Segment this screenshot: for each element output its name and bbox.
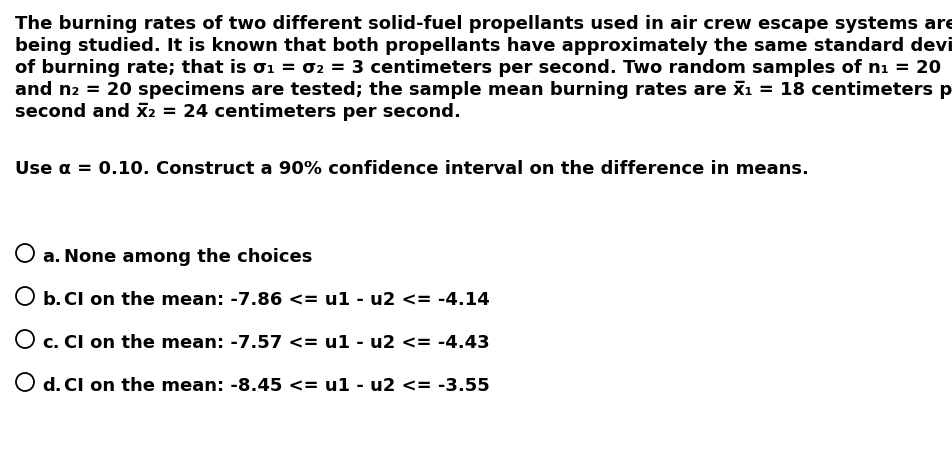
Text: The burning rates of two different solid-fuel propellants used in air crew escap: The burning rates of two different solid…	[15, 15, 952, 33]
Text: a.: a.	[42, 248, 61, 266]
Text: being studied. It is known that both propellants have approximately the same sta: being studied. It is known that both pro…	[15, 37, 952, 55]
Text: CI on the mean: -7.86 <= u1 - u2 <= -4.14: CI on the mean: -7.86 <= u1 - u2 <= -4.1…	[64, 291, 489, 309]
Text: b.: b.	[42, 291, 62, 309]
Text: c.: c.	[42, 334, 59, 352]
Text: Use α = 0.10. Construct a 90% confidence interval on the difference in means.: Use α = 0.10. Construct a 90% confidence…	[15, 160, 809, 178]
Text: CI on the mean: -7.57 <= u1 - u2 <= -4.43: CI on the mean: -7.57 <= u1 - u2 <= -4.4…	[64, 334, 489, 352]
Text: d.: d.	[42, 377, 62, 395]
Text: and n₂ = 20 specimens are tested; the sample mean burning rates are x̅₁ = 18 cen: and n₂ = 20 specimens are tested; the sa…	[15, 81, 952, 99]
Text: second and x̅₂ = 24 centimeters per second.: second and x̅₂ = 24 centimeters per seco…	[15, 103, 461, 121]
Text: None among the choices: None among the choices	[64, 248, 312, 266]
Text: of burning rate; that is σ₁ = σ₂ = 3 centimeters per second. Two random samples : of burning rate; that is σ₁ = σ₂ = 3 cen…	[15, 59, 942, 77]
Text: CI on the mean: -8.45 <= u1 - u2 <= -3.55: CI on the mean: -8.45 <= u1 - u2 <= -3.5…	[64, 377, 489, 395]
